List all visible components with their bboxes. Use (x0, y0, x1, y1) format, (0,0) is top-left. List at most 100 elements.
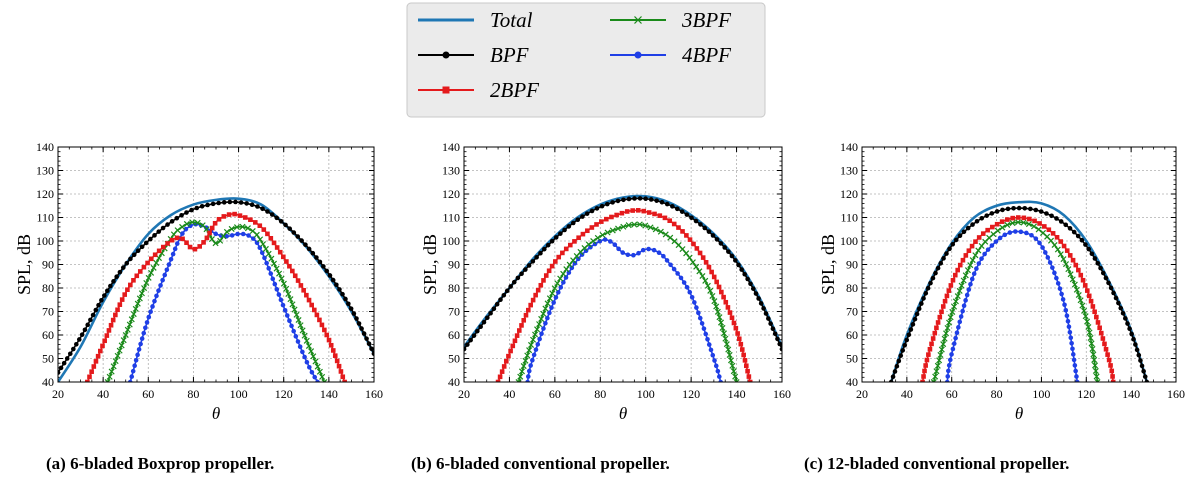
series-marker (74, 341, 79, 347)
x-tick-label: 20 (458, 387, 470, 401)
series-marker (217, 237, 224, 244)
series-marker (689, 259, 696, 266)
series-marker (314, 255, 319, 260)
y-tick-label: 40 (846, 375, 858, 389)
series-marker (268, 255, 275, 262)
series-marker (273, 265, 280, 272)
series-marker (952, 272, 958, 278)
x-tick-label: 60 (946, 387, 958, 401)
series-marker (160, 277, 165, 283)
series-marker (960, 257, 966, 263)
series-3bpf (104, 219, 328, 382)
series-marker (1113, 295, 1119, 301)
series-marker (528, 363, 533, 368)
series-marker (1069, 276, 1076, 283)
plot-frame (861, 146, 1177, 383)
series-marker (670, 204, 675, 209)
series-marker (270, 260, 278, 267)
x-tick-label: 40 (901, 387, 913, 401)
series-marker (1072, 363, 1078, 368)
series-marker (276, 292, 282, 297)
series-marker (306, 246, 312, 252)
series-marker (1082, 283, 1088, 288)
series-marker (130, 368, 136, 374)
series-marker (106, 328, 112, 333)
series-marker (82, 327, 88, 333)
series-marker (1084, 288, 1090, 293)
series-marker (113, 312, 118, 318)
series-marker (265, 209, 270, 214)
series-marker (921, 296, 926, 301)
series-marker (283, 222, 288, 228)
series-marker (961, 229, 967, 235)
series-marker (232, 211, 237, 217)
series-marker (1060, 256, 1067, 263)
series-marker (128, 282, 133, 288)
series-marker (1078, 272, 1084, 278)
series-marker (710, 233, 716, 238)
series-marker (1000, 207, 1005, 213)
series-marker (979, 256, 984, 261)
series-marker (317, 317, 322, 323)
x-tick-label: 100 (1032, 387, 1050, 401)
series-marker (535, 342, 541, 347)
series-marker (343, 296, 348, 302)
series-marker (322, 327, 327, 333)
series-marker (990, 231, 997, 238)
series-marker (356, 321, 362, 326)
series-marker (599, 203, 605, 209)
series-marker (515, 378, 522, 382)
series-marker (989, 211, 995, 216)
series-marker (184, 240, 189, 245)
series-marker (265, 231, 270, 237)
series-marker (499, 369, 505, 374)
y-tick-label: 130 (36, 164, 54, 178)
series-marker (1076, 267, 1081, 273)
series-marker (354, 316, 359, 321)
series-marker (228, 225, 235, 232)
series-marker (130, 311, 137, 318)
series-marker (1097, 325, 1102, 331)
series-marker (1049, 213, 1054, 219)
series-marker (118, 342, 125, 349)
series-marker (968, 281, 973, 287)
series-marker (99, 297, 104, 303)
x-axis-label: θ (1015, 404, 1023, 423)
series-marker (938, 346, 945, 353)
series-marker (102, 338, 107, 344)
series-marker (1120, 310, 1126, 316)
series-marker (733, 258, 738, 263)
series-marker (212, 240, 219, 247)
series-marker (952, 298, 959, 305)
legend-label: BPF (490, 43, 529, 67)
caption-c: (c) 12-bladed conventional propeller. (804, 454, 1070, 473)
series-marker (1139, 363, 1145, 369)
series-marker (1062, 302, 1067, 308)
series-marker (1084, 318, 1091, 325)
series-marker (305, 342, 312, 350)
series-marker (928, 280, 933, 286)
series-marker (1011, 205, 1016, 211)
series-marker (908, 327, 914, 332)
series-marker (139, 336, 145, 341)
series-marker (1067, 271, 1074, 278)
series-marker (104, 378, 111, 382)
y-tick-label: 90 (42, 258, 54, 272)
series-marker (310, 353, 317, 360)
series-marker (775, 336, 780, 342)
series-marker (1086, 246, 1092, 252)
series-marker (291, 328, 296, 334)
series-marker (580, 214, 585, 219)
series-marker (932, 373, 939, 380)
series-marker (297, 322, 304, 329)
series-2bpf (85, 211, 347, 382)
series-marker (274, 215, 280, 221)
series-marker (244, 201, 249, 206)
series-marker (290, 268, 295, 274)
series-marker (935, 320, 941, 325)
series-marker (79, 332, 85, 337)
series-marker (686, 254, 693, 261)
series-marker (478, 324, 483, 330)
series-marker (742, 271, 748, 277)
series-marker (715, 368, 721, 374)
